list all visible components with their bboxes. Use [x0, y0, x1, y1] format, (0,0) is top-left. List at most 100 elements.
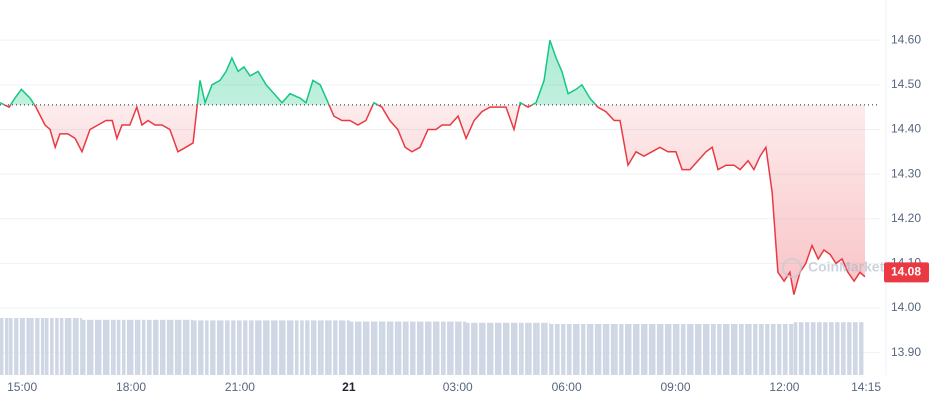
volume-bar [835, 322, 836, 375]
volume-bar [312, 320, 317, 375]
volume-bar [680, 324, 683, 375]
x-tick-label: 06:00 [552, 380, 582, 394]
volume-bar [30, 318, 34, 375]
volume-bar [370, 321, 374, 375]
volume-bar [770, 324, 773, 375]
volume-bar [651, 324, 656, 375]
volume-bar [174, 319, 178, 375]
volume-bar [435, 321, 440, 375]
volume-bar [266, 320, 270, 375]
volume-bar [450, 321, 454, 375]
y-tick-label: 14.30 [891, 166, 921, 180]
volume-bar [87, 319, 91, 375]
volume-bar [495, 322, 499, 375]
volume-bar [842, 322, 846, 375]
volume-bar [103, 319, 106, 375]
volume-bar [703, 324, 707, 375]
volume-bar [386, 321, 390, 375]
volume-bar [0, 318, 4, 375]
volume-bar [21, 318, 25, 375]
volume-bar [365, 321, 370, 375]
volume-bar [818, 322, 822, 375]
volume-bar [798, 322, 801, 375]
volume-bar [110, 319, 113, 375]
volume-bar [305, 320, 306, 375]
volume-bar [274, 320, 278, 375]
volume-bar [349, 321, 354, 375]
volume-bar [357, 321, 362, 375]
volume-bar [105, 319, 110, 375]
volume-bar [690, 324, 694, 375]
y-tick-label: 13.90 [891, 345, 921, 359]
volume-bar [847, 322, 848, 375]
volume-bar [698, 324, 702, 375]
volume-bar [373, 321, 378, 375]
volume-bar [263, 320, 267, 375]
volume-bar [198, 320, 201, 375]
volume-bar [75, 318, 79, 375]
volume-bar [35, 318, 40, 375]
volume-bar [594, 324, 598, 375]
volume-bar [760, 324, 764, 375]
volume-bar [738, 324, 741, 375]
volume-bar [72, 318, 76, 375]
volume-bar [427, 321, 432, 375]
volume-bar [566, 324, 569, 375]
volume-bar [9, 318, 13, 375]
volume-bar [136, 319, 141, 375]
volume-bar [442, 321, 446, 375]
volume-bar [753, 324, 758, 375]
volume-bar [440, 321, 443, 375]
volume-bar [805, 322, 810, 375]
volume-bar [50, 318, 54, 375]
volume-bar [586, 324, 590, 375]
volume-bar [148, 319, 152, 375]
volume-bar [511, 322, 514, 375]
volume-bar [479, 322, 483, 375]
volume-bar [784, 324, 788, 375]
x-tick-label: 18:00 [116, 380, 146, 394]
volume-bar [405, 321, 409, 375]
volume-bar [455, 321, 459, 375]
volume-bar [748, 324, 752, 375]
volume-bar [482, 322, 486, 375]
volume-bar [733, 324, 738, 375]
volume-bar [490, 322, 494, 375]
volume-bar [722, 324, 726, 375]
volume-bar [182, 319, 186, 375]
volume-bar [772, 324, 776, 375]
volume-bar [177, 319, 182, 375]
volume-bar [26, 318, 30, 375]
volume-bar [141, 319, 146, 375]
volume-bar [341, 320, 346, 375]
volume-bar [236, 320, 239, 375]
volume-bar [597, 324, 602, 375]
volume-bar [554, 324, 557, 375]
volume-bar [112, 319, 116, 375]
volume-bar [682, 324, 686, 375]
volume-bar [619, 324, 624, 375]
volume-bar [243, 320, 248, 375]
volume-bar [835, 322, 840, 375]
volume-bar [389, 321, 394, 375]
volume-bar [98, 319, 102, 375]
volume-bar [667, 324, 672, 375]
volume-bar [541, 322, 545, 375]
volume-bar [394, 321, 398, 375]
area-up [0, 40, 596, 105]
volume-bar [300, 320, 304, 375]
volume-bar [602, 324, 606, 375]
x-tick-label: 12:00 [769, 380, 799, 394]
volume-bar [533, 322, 537, 375]
volume-bar [805, 322, 806, 375]
volume-bar [614, 324, 618, 375]
y-tick-label: 14.50 [891, 77, 921, 91]
volume-bar [231, 320, 232, 375]
volume-bar [295, 320, 299, 375]
watermark-logo [782, 258, 802, 278]
volume-bar [320, 320, 324, 375]
volume-bar [568, 324, 572, 375]
volume-bar [59, 318, 64, 375]
volume-bar [126, 319, 130, 375]
volume-bar [328, 320, 332, 375]
